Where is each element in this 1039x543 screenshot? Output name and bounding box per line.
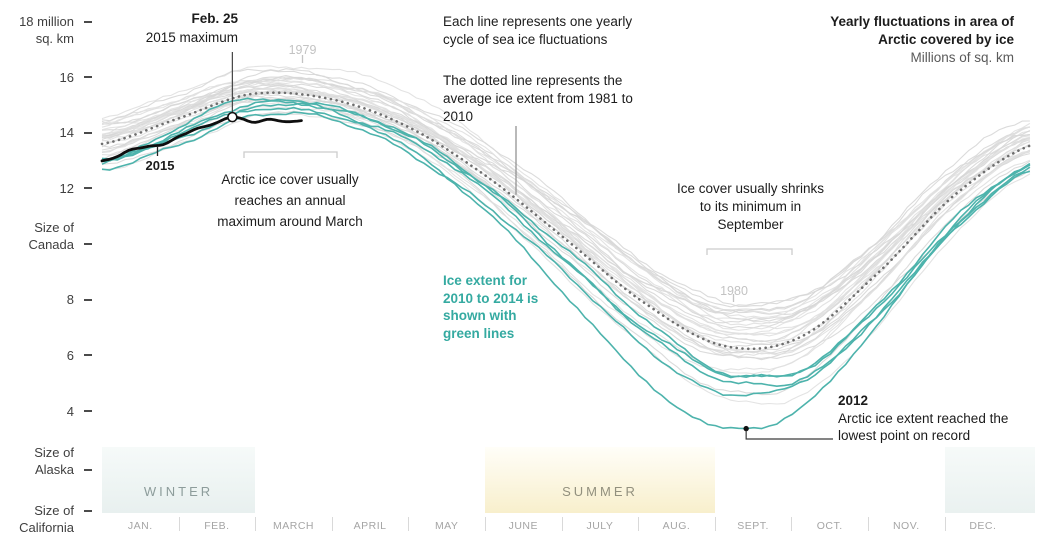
year-line-1982 <box>101 69 1031 315</box>
y-tick-dash <box>84 131 92 134</box>
year-line-1993 <box>101 79 1031 343</box>
summer-season-band: SUMMER <box>485 447 715 513</box>
note-each-line: Each line represents one yearly cycle of… <box>443 14 633 47</box>
year-label-1980: 1980 <box>720 284 748 298</box>
month-separator <box>178 517 180 531</box>
year-line-2015 <box>100 115 303 163</box>
note-september-minimum: Ice cover usually shrinks to its minimum… <box>676 181 825 232</box>
year-line-2002 <box>101 90 1031 361</box>
month-label: NOV. <box>892 520 920 532</box>
year-line-1987 <box>101 77 1030 319</box>
annotation-2012-record-low: 2012 Arctic ice extent reached the lowes… <box>838 393 1009 443</box>
winter-season-band: WINTER <box>102 447 255 513</box>
markers-and-connectors <box>156 52 833 440</box>
month-label: AUG. <box>662 520 691 532</box>
month-separator <box>485 517 486 531</box>
month-separator <box>714 517 716 531</box>
title-subtitle: Millions of sq. km <box>910 50 1014 65</box>
title-line-2: Arctic covered by ice <box>878 32 1014 47</box>
y-tick-dash <box>84 243 92 246</box>
month-label: APRIL <box>353 520 387 532</box>
annotation-feb25-maximum: Feb. 25 2015 maximum <box>145 11 238 45</box>
year-label-2015: 2015 <box>145 158 175 173</box>
y-tick-label: Size of Canada <box>28 219 74 252</box>
year-line-1989 <box>101 89 1031 331</box>
y-tick-label: 6 <box>66 347 74 363</box>
y-tick-label: 16 <box>59 69 74 85</box>
y-tick-label: 18 million sq. km <box>19 14 74 46</box>
month-label: SEPT. <box>737 520 769 532</box>
feb25-maximum-marker <box>227 111 238 123</box>
month-separator <box>944 517 946 531</box>
year-line-2014 <box>101 106 1031 379</box>
y-tick-dash <box>84 354 92 357</box>
winter-label: WINTER <box>143 484 214 499</box>
month-label: MARCH <box>272 520 314 532</box>
year-line-1995 <box>101 94 1030 358</box>
y-tick-label: Size of California <box>19 503 74 536</box>
march-maximum-bracket <box>243 151 338 158</box>
year-line-2007 <box>101 112 1031 405</box>
month-separator <box>791 517 793 531</box>
y-tick-label: 14 <box>59 125 74 141</box>
month-label: FEB. <box>204 520 230 532</box>
average-dotted-line <box>100 91 1034 351</box>
year-line-2013 <box>101 101 1031 378</box>
note-dotted-average: The dotted line represents the average i… <box>443 73 633 124</box>
year-label-1979: 1979 <box>288 43 317 57</box>
y-tick-label: Size of Alaska <box>34 445 74 477</box>
year-line-2011 <box>101 111 1031 397</box>
month-label: JULY <box>586 520 614 532</box>
green-year-lines <box>101 97 1031 430</box>
month-separator <box>408 517 410 531</box>
year-line-2012 <box>101 97 1031 430</box>
year-line-1998 <box>101 84 1031 343</box>
summer-label: SUMMER <box>562 484 638 499</box>
y-tick-dash <box>84 187 92 190</box>
december-winter-band <box>945 447 1035 513</box>
month-separator <box>255 517 257 531</box>
year-line-1994 <box>101 81 1031 324</box>
record-low-connector <box>745 430 833 440</box>
month-separator <box>561 517 563 531</box>
y-tick-dash <box>84 76 92 79</box>
month-label: OCT. <box>816 520 843 532</box>
chart-title: Yearly fluctuations in area of Arctic co… <box>830 13 1014 67</box>
average-1981-2010-line <box>100 91 1034 351</box>
y-tick-dash <box>84 410 92 413</box>
month-label: DEC. <box>969 520 997 532</box>
note-march-maximum: Arctic ice cover usually reaches an annu… <box>217 172 363 229</box>
september-minimum-bracket <box>706 248 793 255</box>
note-green-lines: Ice extent for 2010 to 2014 is shown wit… <box>443 273 539 341</box>
y-tick-label: 4 <box>66 403 74 419</box>
y-tick-dash <box>84 298 92 301</box>
y-tick-label: 12 <box>59 180 74 196</box>
month-separator <box>331 517 333 531</box>
month-label: JUNE <box>508 520 538 532</box>
month-separator <box>638 517 640 531</box>
month-label: MAY <box>434 520 459 532</box>
y-tick-dash <box>84 509 92 512</box>
month-separator <box>868 517 869 531</box>
month-label: JAN. <box>127 520 153 532</box>
y-tick-dash <box>84 20 92 23</box>
y-tick-dash <box>84 468 92 471</box>
record-low-2012-marker <box>743 425 749 432</box>
line-2015 <box>100 115 303 163</box>
y-tick-label: 8 <box>66 292 74 308</box>
title-line-1: Yearly fluctuations in area of <box>830 14 1014 29</box>
year-line-2000 <box>101 93 1031 348</box>
